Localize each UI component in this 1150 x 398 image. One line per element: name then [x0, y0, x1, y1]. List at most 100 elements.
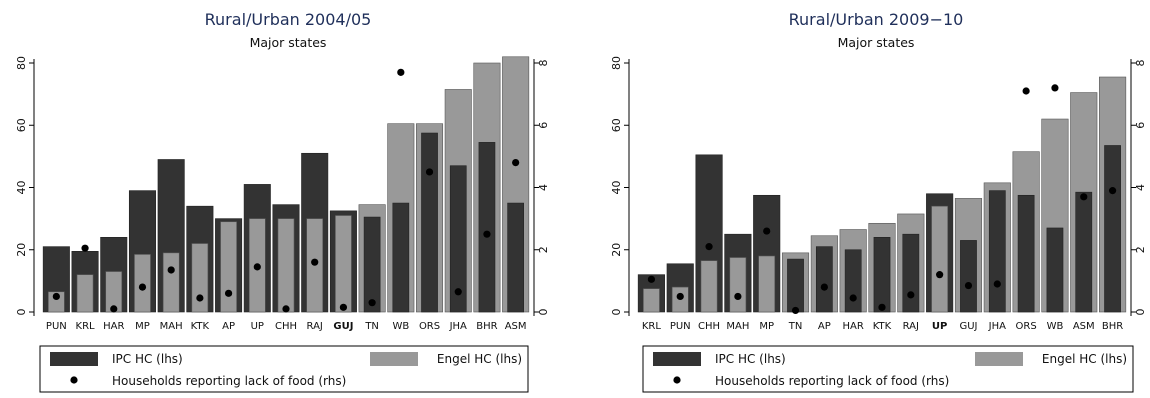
point-lack-of-food: [454, 288, 462, 296]
point-lack-of-food: [791, 306, 800, 315]
point-lack-of-food: [224, 289, 233, 297]
point-lack-of-food: [282, 305, 290, 313]
y-tick-label-right: 2: [537, 246, 550, 253]
point-lack-of-food: [253, 263, 261, 271]
bar-engel-hc: [729, 257, 747, 313]
x-tick-label: PUN: [670, 321, 691, 332]
bar-ipc-hc: [1046, 227, 1064, 313]
bar-ipc-hc: [449, 165, 467, 313]
point-lack-of-food: [907, 291, 915, 299]
y-tick-label-left: 60: [610, 118, 623, 132]
chart-subtitle: Major states: [250, 35, 327, 50]
point-lack-of-food: [110, 305, 118, 313]
point-lack-of-food: [339, 303, 348, 311]
x-tick-label: MP: [135, 321, 150, 332]
point-lack-of-food: [81, 244, 89, 252]
point-lack-of-food: [647, 275, 656, 283]
y-tick-label-right: 0: [537, 309, 550, 316]
bar-ipc-hc: [392, 202, 410, 313]
bar-ipc-hc: [815, 246, 833, 313]
x-tick-label: CHH: [275, 321, 297, 332]
legend-label-ipc: IPC HC (lhs): [715, 352, 786, 366]
bar-ipc-hc: [363, 216, 381, 313]
point-lack-of-food: [878, 303, 886, 311]
y-tick-label-right: 0: [1134, 309, 1147, 316]
bar-ipc-hc: [507, 202, 524, 313]
y-tick-label-left: 40: [15, 181, 28, 195]
bar-ipc-hc: [844, 249, 862, 313]
x-tick-label: GUJ: [959, 321, 977, 332]
x-tick-label: HAR: [843, 321, 864, 332]
point-lack-of-food: [1080, 193, 1088, 201]
bar-ipc-hc: [1075, 191, 1093, 313]
bar-engel-hc: [76, 274, 94, 313]
point-lack-of-food: [820, 283, 828, 291]
point-lack-of-food: [483, 230, 491, 238]
bar-ipc-hc: [1017, 194, 1035, 313]
x-tick-label: ORS: [1016, 321, 1037, 332]
x-tick-label: ASM: [505, 321, 527, 332]
bar-engel-hc: [162, 252, 180, 313]
bar-ipc-hc: [421, 132, 438, 313]
bar-engel-hc: [931, 205, 949, 313]
x-tick-label: WB: [392, 321, 409, 332]
x-tick-label: PUN: [46, 321, 67, 332]
legend-swatch-ipc: [50, 352, 98, 366]
x-tick-label: JHA: [988, 321, 1006, 332]
point-lack-of-food: [964, 281, 973, 290]
legend-swatch-ipc: [653, 352, 701, 366]
legend-marker-food: [673, 376, 681, 384]
point-lack-of-food: [676, 292, 684, 301]
point-lack-of-food: [425, 168, 434, 176]
bar-engel-hc: [191, 243, 209, 313]
y-tick-label-right: 4: [537, 184, 550, 191]
point-lack-of-food: [1108, 187, 1117, 195]
x-tick-label: TN: [364, 321, 379, 332]
y-tick-label-right: 6: [1134, 122, 1147, 129]
point-lack-of-food: [397, 68, 405, 76]
y-tick-label-right: 6: [537, 122, 550, 129]
point-lack-of-food: [936, 271, 944, 279]
x-tick-label: KRL: [642, 321, 662, 332]
y-tick-label-left: 80: [610, 56, 623, 70]
x-tick-label: CHH: [698, 321, 720, 332]
bar-engel-hc: [48, 291, 65, 313]
bar-engel-hc: [220, 221, 237, 313]
y-tick-label-right: 2: [1134, 246, 1147, 253]
point-lack-of-food: [52, 292, 60, 301]
x-tick-label: AP: [222, 321, 235, 332]
x-tick-label: HAR: [103, 321, 124, 332]
y-tick-label-left: 0: [15, 309, 28, 316]
legend-label-ipc: IPC HC (lhs): [112, 352, 183, 366]
bar-engel-hc: [758, 255, 776, 313]
legend-label-food: Households reporting lack of food (rhs): [715, 374, 949, 388]
legend-swatch-engel: [370, 352, 418, 366]
bar-ipc-hc: [478, 142, 496, 313]
point-lack-of-food: [763, 227, 771, 235]
y-tick-label-left: 80: [15, 56, 28, 70]
x-tick-label: RAJ: [307, 321, 323, 332]
bar-engel-hc: [134, 254, 151, 313]
y-tick-label-left: 40: [610, 181, 623, 195]
x-tick-label: GUJ: [333, 321, 353, 332]
point-lack-of-food: [196, 294, 204, 302]
x-tick-label: ORS: [419, 321, 440, 332]
y-tick-label-left: 20: [15, 243, 28, 257]
point-lack-of-food: [705, 243, 713, 251]
x-tick-label: JHA: [449, 321, 467, 332]
legend-label-engel: Engel HC (lhs): [437, 352, 522, 366]
y-tick-label-left: 0: [610, 309, 623, 316]
bar-engel-hc: [643, 288, 660, 313]
chart-title: Rural/Urban 2009−10: [789, 10, 964, 29]
bar-ipc-hc: [873, 237, 891, 313]
point-lack-of-food: [512, 159, 520, 167]
x-tick-label: KRL: [76, 321, 96, 332]
chart-subtitle: Major states: [838, 35, 915, 50]
point-lack-of-food: [993, 280, 1001, 288]
x-tick-label: KTK: [873, 321, 892, 332]
point-lack-of-food: [138, 283, 147, 291]
y-tick-label-left: 60: [15, 118, 28, 132]
x-tick-label: MAH: [160, 321, 183, 332]
y-tick-label-right: 4: [1134, 184, 1147, 191]
